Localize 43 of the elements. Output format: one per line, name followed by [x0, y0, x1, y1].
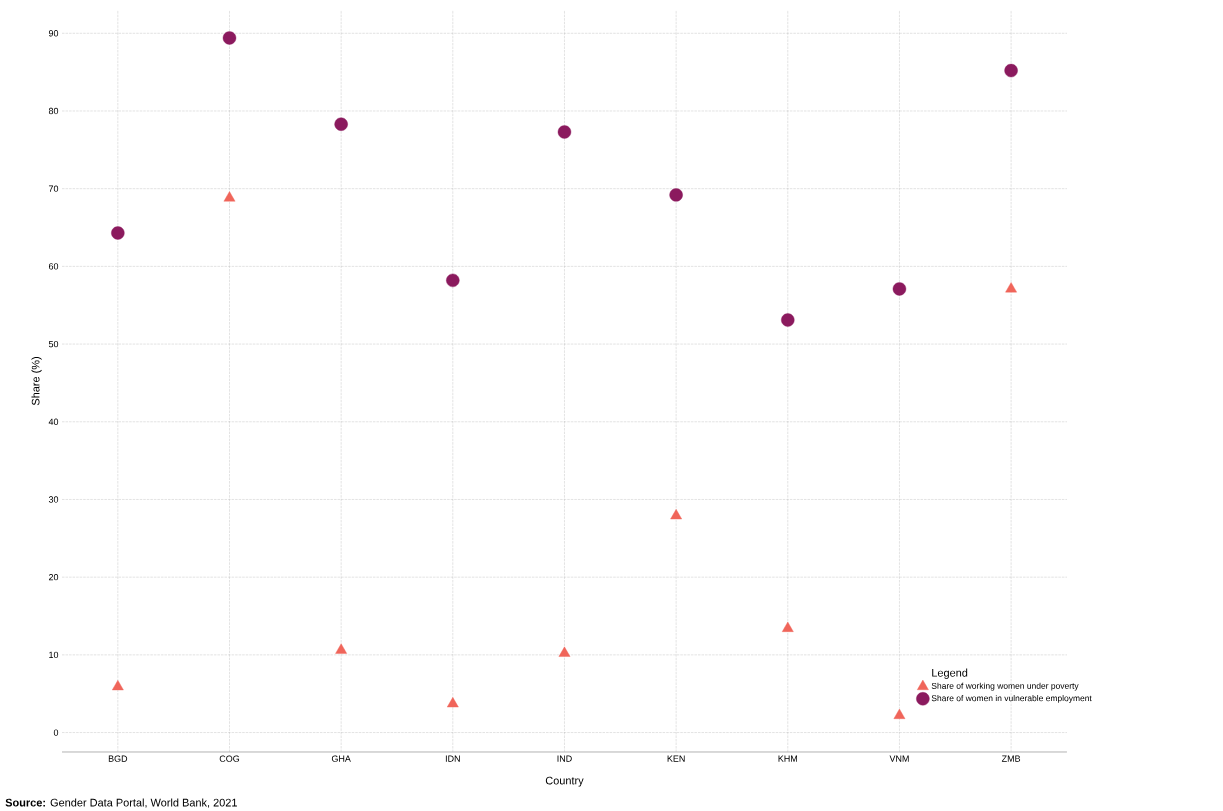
point [669, 188, 683, 202]
y-tick-label: 0 [53, 729, 59, 736]
point [781, 621, 794, 632]
y-tick-label: 20 [48, 573, 59, 581]
point [557, 125, 572, 139]
point [446, 273, 460, 288]
y-tick-label: 90 [48, 30, 59, 37]
text: Source: Gender Data Portal, World Bank, 2021 [5, 798, 237, 808]
x-tick-label: VNM [889, 755, 909, 762]
legend-label: Share of working women under poverty [931, 682, 1079, 691]
x-tick-label: IND [557, 755, 572, 762]
point [558, 646, 571, 657]
y-tick-label: 10 [49, 651, 59, 659]
point [335, 643, 347, 654]
y-tick-label: 60 [48, 263, 59, 270]
legend-title: Legend [932, 668, 968, 679]
point [112, 680, 124, 691]
point [1005, 282, 1017, 293]
point [781, 313, 795, 327]
x-tick-label: COG [219, 755, 240, 762]
x-tick-label: BGD [108, 755, 128, 762]
point [334, 117, 348, 131]
x-tick-label: KEN [667, 755, 685, 762]
point [893, 708, 906, 719]
y-tick-label: 80 [48, 107, 59, 115]
legend-label: Share of women in vulnerable employment [931, 694, 1092, 703]
x-tick-label: KHM [778, 755, 798, 762]
x-tick-label: GHA [331, 755, 351, 762]
y-tick-label: 30 [48, 496, 59, 503]
point [892, 282, 907, 296]
point [670, 509, 682, 520]
x-tick-label: ZMB [1001, 755, 1021, 762]
y-axis-title: Share (%) [31, 357, 42, 406]
point [223, 191, 236, 202]
point [1004, 63, 1018, 78]
y-tick-label: 70 [48, 185, 59, 192]
y-tick-label: 50 [48, 340, 59, 348]
y-tick-label: 40 [48, 418, 59, 425]
point [447, 697, 459, 708]
x-tick-label: IDN [445, 755, 460, 762]
x-axis-title: Country [545, 776, 584, 787]
point [111, 226, 125, 240]
point [222, 31, 237, 45]
